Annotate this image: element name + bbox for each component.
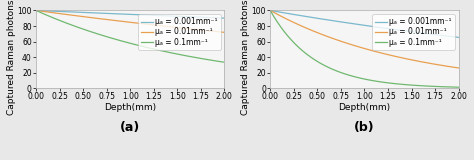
μₐ = 0.001mm⁻¹	[109, 13, 115, 15]
μₐ = 0.001mm⁻¹	[397, 29, 402, 31]
μₐ = 0.01mm⁻¹	[163, 25, 168, 27]
μₐ = 0.01mm⁻¹	[456, 67, 462, 69]
μₐ = 0.001mm⁻¹	[350, 23, 356, 25]
μₐ = 0.001mm⁻¹	[180, 16, 186, 17]
μₐ = 0.01mm⁻¹	[287, 20, 292, 21]
μₐ = 0.01mm⁻¹	[418, 61, 423, 63]
Y-axis label: Captured Raman photons(%): Captured Raman photons(%)	[7, 0, 16, 115]
X-axis label: Depth(mm): Depth(mm)	[338, 103, 391, 112]
μₐ = 0.1mm⁻¹	[53, 18, 58, 20]
μₐ = 0.001mm⁻¹	[456, 36, 462, 38]
μₐ = 0.01mm⁻¹	[397, 56, 402, 58]
μₐ = 0.1mm⁻¹	[33, 9, 39, 11]
μₐ = 0.001mm⁻¹	[267, 9, 273, 11]
Line: μₐ = 0.01mm⁻¹: μₐ = 0.01mm⁻¹	[270, 10, 459, 68]
μₐ = 0.1mm⁻¹	[183, 55, 189, 57]
μₐ = 0.01mm⁻¹	[180, 27, 186, 29]
μₐ = 0.001mm⁻¹	[163, 15, 168, 17]
μₐ = 0.01mm⁻¹	[183, 28, 189, 29]
μₐ = 0.1mm⁻¹	[344, 73, 349, 75]
Y-axis label: Captured Raman photons(%): Captured Raman photons(%)	[241, 0, 250, 115]
μₐ = 0.1mm⁻¹	[267, 9, 273, 11]
μₐ = 0.1mm⁻¹	[350, 75, 356, 77]
μₐ = 0.01mm⁻¹	[116, 20, 122, 22]
Legend: μₐ = 0.001mm⁻¹, μₐ = 0.01mm⁻¹, μₐ = 0.1mm⁻¹: μₐ = 0.001mm⁻¹, μₐ = 0.01mm⁻¹, μₐ = 0.1m…	[138, 14, 220, 50]
μₐ = 0.1mm⁻¹	[116, 39, 122, 41]
μₐ = 0.001mm⁻¹	[418, 32, 423, 34]
μₐ = 0.001mm⁻¹	[287, 13, 292, 15]
μₐ = 0.001mm⁻¹	[221, 17, 227, 19]
μₐ = 0.01mm⁻¹	[109, 19, 115, 21]
μₐ = 0.1mm⁻¹	[180, 54, 186, 56]
Legend: μₐ = 0.001mm⁻¹, μₐ = 0.01mm⁻¹, μₐ = 0.1mm⁻¹: μₐ = 0.001mm⁻¹, μₐ = 0.01mm⁻¹, μₐ = 0.1m…	[373, 14, 455, 50]
μₐ = 0.01mm⁻¹	[33, 9, 39, 11]
μₐ = 0.1mm⁻¹	[287, 37, 292, 39]
μₐ = 0.001mm⁻¹	[183, 16, 189, 18]
μₐ = 0.01mm⁻¹	[344, 42, 349, 44]
μₐ = 0.001mm⁻¹	[344, 22, 349, 24]
μₐ = 0.001mm⁻¹	[116, 13, 122, 15]
Text: (a): (a)	[120, 121, 140, 134]
μₐ = 0.01mm⁻¹	[221, 31, 227, 33]
Line: μₐ = 0.01mm⁻¹: μₐ = 0.01mm⁻¹	[36, 10, 224, 32]
μₐ = 0.001mm⁻¹	[414, 31, 420, 33]
μₐ = 0.001mm⁻¹	[33, 9, 39, 11]
Line: μₐ = 0.001mm⁻¹: μₐ = 0.001mm⁻¹	[36, 10, 224, 18]
μₐ = 0.01mm⁻¹	[414, 60, 420, 62]
μₐ = 0.01mm⁻¹	[350, 44, 356, 46]
μₐ = 0.01mm⁻¹	[267, 9, 273, 11]
μₐ = 0.1mm⁻¹	[456, 86, 462, 88]
μₐ = 0.1mm⁻¹	[109, 37, 115, 39]
Line: μₐ = 0.1mm⁻¹: μₐ = 0.1mm⁻¹	[270, 10, 459, 87]
μₐ = 0.1mm⁻¹	[414, 84, 420, 86]
μₐ = 0.1mm⁻¹	[418, 85, 423, 87]
μₐ = 0.1mm⁻¹	[221, 61, 227, 63]
μₐ = 0.01mm⁻¹	[53, 12, 58, 14]
X-axis label: Depth(mm): Depth(mm)	[104, 103, 156, 112]
μₐ = 0.1mm⁻¹	[397, 83, 402, 85]
Line: μₐ = 0.001mm⁻¹: μₐ = 0.001mm⁻¹	[270, 10, 459, 37]
Text: (b): (b)	[354, 121, 375, 134]
μₐ = 0.1mm⁻¹	[163, 51, 168, 53]
Line: μₐ = 0.1mm⁻¹: μₐ = 0.1mm⁻¹	[36, 10, 224, 62]
μₐ = 0.001mm⁻¹	[53, 10, 58, 12]
